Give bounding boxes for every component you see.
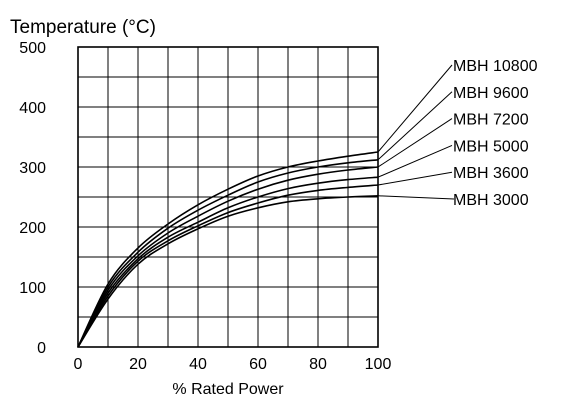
x-tick-label: 40 bbox=[189, 356, 207, 373]
series-line bbox=[77, 166, 379, 348]
legend-leaders bbox=[377, 64, 455, 200]
series-line bbox=[77, 176, 379, 348]
y-tick-label: 100 bbox=[19, 280, 46, 297]
tick-labels: 0 20 40 60 80 100 0 100 200 300 400 500 bbox=[19, 40, 391, 373]
legend-leader-line bbox=[377, 91, 453, 161]
series-layer bbox=[77, 151, 379, 348]
series-line bbox=[77, 184, 379, 348]
x-tick-label: 80 bbox=[309, 356, 327, 373]
legend-entry: MBH 5000 bbox=[453, 138, 529, 155]
legend-entry: MBH 10800 bbox=[453, 58, 538, 75]
legend-leader-line bbox=[377, 195, 455, 200]
x-tick-label: 20 bbox=[129, 356, 147, 373]
series-line bbox=[77, 159, 379, 348]
series-line bbox=[77, 195, 379, 348]
legend-entry: MBH 3600 bbox=[453, 165, 529, 182]
legend-leader-line bbox=[377, 64, 453, 153]
grid-lines bbox=[78, 47, 378, 347]
legend-leader-line bbox=[377, 171, 453, 186]
x-tick-label: 60 bbox=[249, 356, 267, 373]
y-axis-label: Temperature (°C) bbox=[10, 17, 156, 38]
y-tick-label: 0 bbox=[37, 340, 46, 357]
y-tick-label: 200 bbox=[19, 220, 46, 237]
y-tick-label: 500 bbox=[19, 40, 46, 57]
x-tick-label: 100 bbox=[365, 356, 392, 373]
legend-entry: MBH 7200 bbox=[453, 112, 529, 129]
legend-leader-line bbox=[377, 118, 453, 168]
legend-leader-line bbox=[377, 144, 453, 178]
plot-frame bbox=[77, 46, 379, 348]
series-line bbox=[77, 151, 379, 348]
legend: MBH 10800 MBH 9600 MBH 7200 MBH 5000 MBH 360… bbox=[453, 58, 538, 209]
x-axis-label: % Rated Power bbox=[172, 381, 284, 396]
y-tick-label: 300 bbox=[19, 160, 46, 177]
legend-entry: MBH 9600 bbox=[453, 85, 529, 102]
x-tick-label: 0 bbox=[74, 356, 83, 373]
y-tick-label: 400 bbox=[19, 100, 46, 117]
legend-entry: MBH 3000 bbox=[453, 192, 529, 209]
